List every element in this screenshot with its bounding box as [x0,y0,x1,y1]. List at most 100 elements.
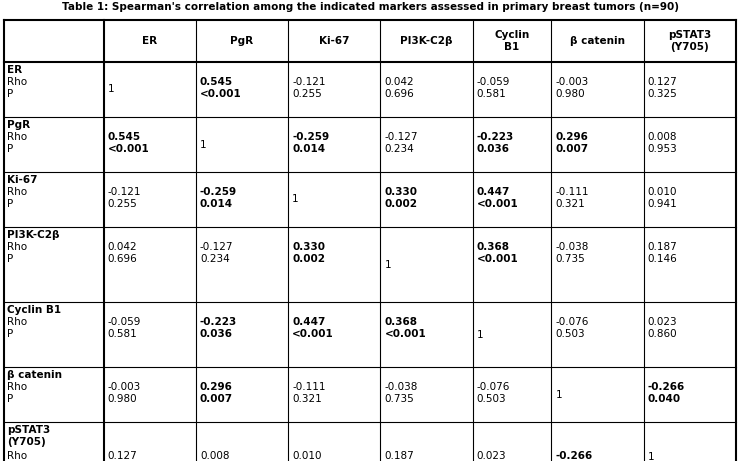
Text: PgR: PgR [230,36,254,46]
Text: Table 1: Spearman's correlation among the indicated markers assessed in primary : Table 1: Spearman's correlation among th… [61,2,679,12]
Text: 1: 1 [385,260,391,270]
Text: Rho: Rho [7,77,27,87]
Text: 0.321: 0.321 [292,394,322,404]
Text: 0.296: 0.296 [200,382,233,392]
Text: PI3K-C2β: PI3K-C2β [400,36,453,46]
Text: 0.581: 0.581 [477,89,506,99]
Text: 0.023: 0.023 [648,317,677,327]
Text: 0.042: 0.042 [385,77,414,87]
Text: -0.121: -0.121 [107,187,141,197]
Text: P: P [7,394,13,404]
Text: PgR: PgR [7,120,30,130]
Text: 0.735: 0.735 [556,254,585,264]
Text: 0.007: 0.007 [556,144,588,154]
Text: 1: 1 [477,330,483,339]
Text: 0.008: 0.008 [200,451,229,461]
Text: -0.259: -0.259 [200,187,237,197]
Text: Rho: Rho [7,242,27,252]
Text: 0.735: 0.735 [385,394,414,404]
Text: 0.321: 0.321 [556,199,585,209]
Text: PI3K-C2β: PI3K-C2β [7,230,59,240]
Text: 0.036: 0.036 [200,329,233,339]
Text: 0.953: 0.953 [648,144,677,154]
Text: 1: 1 [292,195,299,205]
Text: 0.008: 0.008 [648,132,677,142]
Text: 0.023: 0.023 [477,451,506,461]
Text: 0.545: 0.545 [200,77,233,87]
Text: P: P [7,89,13,99]
Text: 0.010: 0.010 [648,187,677,197]
Text: ER: ER [7,65,22,75]
Text: 1: 1 [200,140,206,149]
Text: 0.146: 0.146 [648,254,677,264]
Text: 0.503: 0.503 [556,329,585,339]
Text: 1: 1 [648,452,654,461]
Text: <0.001: <0.001 [385,329,426,339]
Text: -0.127: -0.127 [200,242,233,252]
Text: -0.059: -0.059 [477,77,510,87]
Text: -0.076: -0.076 [556,317,589,327]
Text: 0.040: 0.040 [648,394,681,404]
Text: β catenin: β catenin [570,36,625,46]
Text: <0.001: <0.001 [200,89,242,99]
Text: -0.121: -0.121 [292,77,326,87]
Text: 0.368: 0.368 [385,317,417,327]
Text: 0.036: 0.036 [477,144,510,154]
Text: 0.581: 0.581 [107,329,138,339]
Text: Cyclin B1: Cyclin B1 [7,305,61,315]
Text: 0.325: 0.325 [648,89,677,99]
Text: -0.111: -0.111 [292,382,326,392]
Text: 0.007: 0.007 [200,394,233,404]
Text: 1: 1 [107,84,114,95]
Text: ER: ER [142,36,158,46]
Text: 0.002: 0.002 [385,199,417,209]
Text: -0.259: -0.259 [292,132,329,142]
Text: 0.368: 0.368 [477,242,510,252]
Text: pSTAT3
(Y705): pSTAT3 (Y705) [668,30,711,52]
Text: 0.330: 0.330 [292,242,325,252]
Text: P: P [7,254,13,264]
Text: -0.223: -0.223 [200,317,237,327]
Text: β catenin: β catenin [7,370,62,380]
Text: -0.038: -0.038 [556,242,589,252]
Text: 0.545: 0.545 [107,132,141,142]
Text: -0.003: -0.003 [107,382,141,392]
Text: 1: 1 [556,390,562,400]
Text: 0.042: 0.042 [107,242,137,252]
Text: 0.503: 0.503 [477,394,506,404]
Text: 0.002: 0.002 [292,254,325,264]
Text: -0.266: -0.266 [648,382,685,392]
Text: <0.001: <0.001 [292,329,334,339]
Text: P: P [7,199,13,209]
Text: <0.001: <0.001 [107,144,149,154]
Text: 0.255: 0.255 [292,89,322,99]
Text: <0.001: <0.001 [477,254,519,264]
Text: -0.059: -0.059 [107,317,141,327]
Text: 0.447: 0.447 [477,187,510,197]
Text: 0.255: 0.255 [107,199,138,209]
Text: P: P [7,144,13,154]
Text: Rho: Rho [7,317,27,327]
Text: 0.234: 0.234 [385,144,414,154]
Text: -0.076: -0.076 [477,382,510,392]
Text: 0.187: 0.187 [385,451,414,461]
Text: 0.010: 0.010 [292,451,322,461]
Text: Rho: Rho [7,382,27,392]
Text: Rho: Rho [7,132,27,142]
Text: 0.980: 0.980 [107,394,137,404]
Text: P: P [7,329,13,339]
Text: 0.980: 0.980 [556,89,585,99]
Text: -0.266: -0.266 [556,451,593,461]
Text: Rho: Rho [7,451,27,461]
Text: Ki-67: Ki-67 [7,175,38,185]
Text: <0.001: <0.001 [477,199,519,209]
Text: 0.234: 0.234 [200,254,229,264]
Text: 0.014: 0.014 [200,199,233,209]
Text: (Y705): (Y705) [7,437,46,447]
Text: 0.941: 0.941 [648,199,677,209]
Text: -0.223: -0.223 [477,132,514,142]
Text: 0.696: 0.696 [107,254,138,264]
Text: 0.296: 0.296 [556,132,588,142]
Text: -0.111: -0.111 [556,187,589,197]
Text: 0.127: 0.127 [107,451,138,461]
